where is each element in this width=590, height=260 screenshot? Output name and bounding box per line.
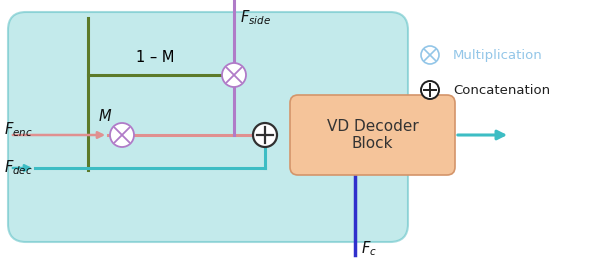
FancyBboxPatch shape (8, 12, 408, 242)
Text: $F_{side}$: $F_{side}$ (240, 8, 271, 27)
Text: $F_c$: $F_c$ (361, 239, 377, 258)
Circle shape (421, 46, 439, 64)
FancyBboxPatch shape (290, 95, 455, 175)
Text: 1 – M: 1 – M (136, 50, 174, 65)
Circle shape (253, 123, 277, 147)
Text: $F_{dec}$: $F_{dec}$ (4, 159, 32, 177)
Text: Concatenation: Concatenation (453, 83, 550, 96)
Text: $M$: $M$ (98, 108, 112, 124)
Text: Multiplication: Multiplication (453, 49, 543, 62)
Circle shape (421, 81, 439, 99)
Circle shape (222, 63, 246, 87)
Circle shape (110, 123, 134, 147)
Text: VD Decoder
Block: VD Decoder Block (327, 119, 418, 151)
Text: $F_{enc}$: $F_{enc}$ (4, 121, 32, 139)
